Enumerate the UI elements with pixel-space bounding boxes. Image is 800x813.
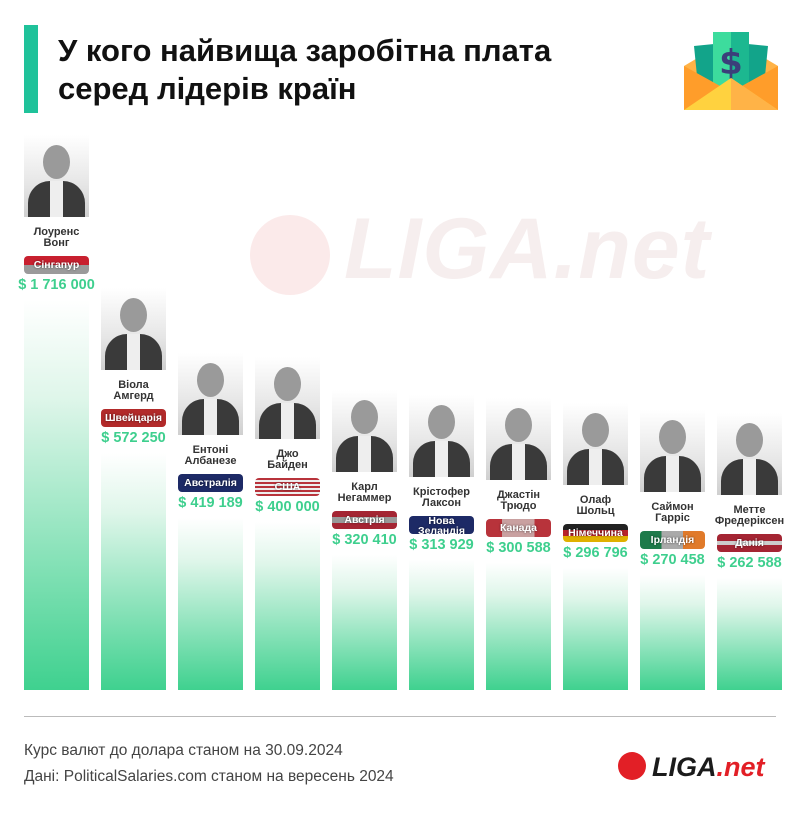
bar (486, 563, 551, 690)
leader-photo (101, 288, 166, 370)
country-badge: Ірландія (640, 531, 705, 549)
country-badge: Австрія (332, 511, 397, 529)
bar-value-label: $ 400 000 (255, 499, 320, 515)
country-badge: Австралія (178, 474, 243, 492)
leader-name: Ентоні Албанезе (184, 444, 237, 467)
bar (409, 560, 474, 690)
liga-logo[interactable]: LIGA.net (618, 752, 765, 783)
bar-value-label: $ 300 588 (486, 540, 551, 556)
leader-name: Олаф Шольц (576, 494, 615, 517)
leader-photo (178, 353, 243, 435)
bar (255, 522, 320, 690)
watermark-logo-icon (250, 215, 330, 296)
title-accent-bar (24, 25, 38, 113)
country-badge: Сінгапур (24, 256, 89, 274)
bar (178, 518, 243, 690)
leader-name: Джастін Трюдо (496, 489, 541, 512)
liga-ball-icon (618, 752, 646, 780)
leader-name: Саймон Гарріс (651, 501, 694, 524)
bar (640, 575, 705, 690)
divider (24, 716, 776, 717)
country-badge: Німеччина (563, 524, 628, 542)
bar-value-label: $ 270 458 (640, 552, 705, 568)
bar (101, 453, 166, 690)
watermark: LIGA.net (250, 200, 710, 299)
leader-name: Джо Байден (267, 448, 308, 471)
leader-name: Віола Амгерд (113, 379, 154, 402)
bar (24, 300, 89, 690)
leader-name: Лоуренс Вонг (33, 226, 80, 249)
bar-value-label: $ 296 796 (563, 545, 628, 561)
page-title: У кого найвища заробітна плата серед лід… (58, 33, 552, 106)
footnote-currency: Курс валют до долара станом на 30.09.202… (24, 742, 343, 759)
leader-name: Карл Негаммер (337, 481, 392, 504)
envelope-money-icon: $ (684, 32, 778, 110)
country-badge: Швейцарія (101, 409, 166, 427)
leader-name: Метте Фредеріксен (714, 504, 785, 527)
leader-photo (717, 413, 782, 495)
bar (717, 578, 782, 690)
leader-photo (640, 410, 705, 492)
leader-name: Крістофер Лаксон (413, 486, 470, 509)
bar-value-label: $ 320 410 (332, 532, 397, 548)
footnote-source: Дані: PoliticalSalaries.com станом на ве… (24, 768, 394, 785)
leader-photo (563, 403, 628, 485)
leader-photo (409, 395, 474, 477)
leader-photo (332, 390, 397, 472)
bar (332, 555, 397, 690)
leader-photo (255, 357, 320, 439)
bar-value-label: $ 572 250 (101, 430, 166, 446)
bar-value-label: $ 313 929 (409, 537, 474, 553)
leader-photo (486, 398, 551, 480)
bar-value-label: $ 1 716 000 (18, 277, 95, 293)
country-badge: США (255, 478, 320, 496)
bar-value-label: $ 262 588 (717, 555, 782, 571)
country-badge: Канада (486, 519, 551, 537)
bar (563, 568, 628, 690)
country-badge: Данія (717, 534, 782, 552)
leader-photo (24, 135, 89, 217)
bar-value-label: $ 419 189 (178, 495, 243, 511)
svg-text:$: $ (719, 43, 743, 83)
country-badge: Нова Зеландія (409, 516, 474, 534)
